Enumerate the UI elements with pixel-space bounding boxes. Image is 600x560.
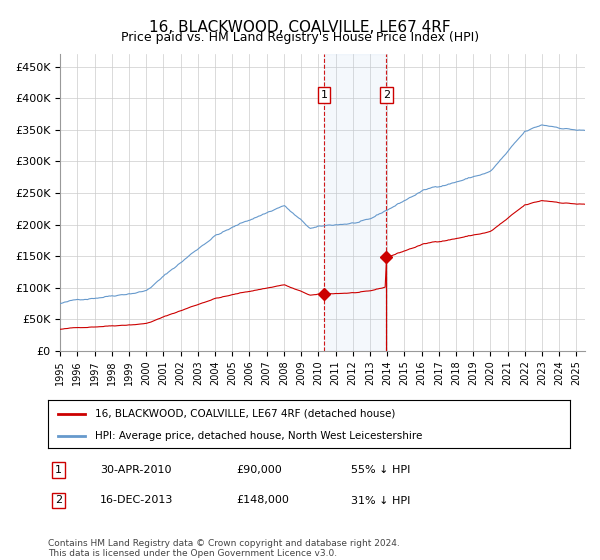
Text: 16-DEC-2013: 16-DEC-2013 bbox=[100, 496, 173, 506]
Text: Price paid vs. HM Land Registry's House Price Index (HPI): Price paid vs. HM Land Registry's House … bbox=[121, 31, 479, 44]
Text: HPI: Average price, detached house, North West Leicestershire: HPI: Average price, detached house, Nort… bbox=[95, 431, 422, 441]
Text: £148,000: £148,000 bbox=[236, 496, 289, 506]
Text: 1: 1 bbox=[55, 465, 62, 475]
Text: 16, BLACKWOOD, COALVILLE, LE67 4RF (detached house): 16, BLACKWOOD, COALVILLE, LE67 4RF (deta… bbox=[95, 409, 395, 419]
Text: 31% ↓ HPI: 31% ↓ HPI bbox=[351, 496, 410, 506]
Text: 16, BLACKWOOD, COALVILLE, LE67 4RF: 16, BLACKWOOD, COALVILLE, LE67 4RF bbox=[149, 20, 451, 35]
Bar bbox=[324, 54, 386, 351]
Text: 30-APR-2010: 30-APR-2010 bbox=[100, 465, 172, 475]
Text: £90,000: £90,000 bbox=[236, 465, 281, 475]
Text: 55% ↓ HPI: 55% ↓ HPI bbox=[351, 465, 410, 475]
Text: 1: 1 bbox=[320, 90, 328, 100]
Text: 2: 2 bbox=[55, 496, 62, 506]
Text: 2: 2 bbox=[383, 90, 390, 100]
Text: Contains HM Land Registry data © Crown copyright and database right 2024.
This d: Contains HM Land Registry data © Crown c… bbox=[48, 539, 400, 558]
